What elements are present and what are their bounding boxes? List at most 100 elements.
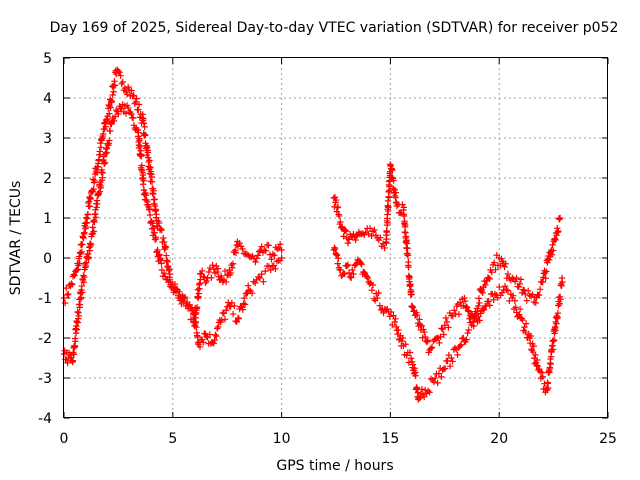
data-point [488,269,495,276]
data-point [525,287,532,295]
data-point [106,127,114,135]
data-point [129,114,137,122]
data-point [461,298,469,305]
data-point [344,261,352,269]
data-point [340,233,347,240]
data-point [118,105,125,112]
data-point [368,232,375,240]
data-point [151,229,158,236]
data-point [440,331,447,338]
data-point [407,281,414,288]
data-point [368,287,376,294]
data-point [398,337,406,345]
data-point [515,283,522,291]
data-point [558,282,565,290]
data-point [476,299,483,307]
data-point [372,232,380,239]
data-point [141,190,148,198]
data-point [86,247,93,254]
data-point [366,280,373,288]
data-point [157,225,165,232]
data-point [154,246,161,254]
data-point [148,225,156,232]
data-point [135,106,142,113]
data-point [205,268,213,276]
data-point [335,212,343,220]
data-point [345,269,353,277]
data-point [438,373,445,381]
data-point [490,296,497,304]
data-point [430,378,438,386]
data-point [96,151,104,158]
data-point [503,286,510,294]
data-point [222,307,230,314]
data-point [455,311,463,318]
data-point [518,315,526,322]
data-point [256,248,263,255]
series-2 [60,101,285,367]
data-point [536,286,544,293]
data-point [375,289,382,297]
data-point [92,214,100,221]
data-point [431,374,439,382]
data-point [212,331,219,339]
data-point [506,297,513,305]
data-point [113,106,120,114]
data-point [446,362,454,370]
data-point [333,251,340,258]
data-point [385,204,392,211]
data-point [76,253,83,260]
data-point [130,92,137,99]
data-point [509,292,517,299]
data-point [434,379,441,387]
data-point [181,293,189,301]
data-point [410,308,417,315]
y-tick-label: 0 [43,251,52,267]
data-point [260,278,267,285]
data-point [76,301,84,308]
data-point [424,337,432,344]
data-point [140,115,147,122]
data-point [196,343,204,351]
data-point [82,223,89,231]
data-point [449,358,456,365]
data-point [437,333,444,341]
data-point [109,91,116,99]
y-tick-label: 3 [43,131,52,147]
data-point [142,132,149,139]
data-point [158,260,165,267]
data-point [166,276,173,284]
data-point [461,294,468,302]
data-point [553,320,560,327]
data-point [343,262,351,270]
data-point [436,339,443,347]
data-point [97,182,105,190]
data-point [423,338,431,346]
data-point [81,229,88,236]
data-point [353,232,360,240]
data-point [463,336,470,343]
data-point [350,230,357,238]
data-marks [60,66,566,403]
data-point [163,257,171,264]
data-point [366,225,374,232]
data-point [475,302,482,310]
data-point [97,144,105,151]
data-point [492,266,499,273]
data-point [526,292,533,299]
data-point [151,196,158,203]
data-point [464,307,472,314]
data-point [534,356,541,364]
x-tick-label: 20 [490,431,508,447]
data-point [342,226,349,234]
data-point [516,280,524,288]
data-point [542,275,549,282]
data-point [236,239,243,247]
data-point [70,350,78,358]
data-point [84,211,92,218]
data-point [136,142,144,150]
data-point [456,299,464,306]
data-point [221,316,229,323]
data-point [476,317,483,324]
data-point [381,244,388,252]
